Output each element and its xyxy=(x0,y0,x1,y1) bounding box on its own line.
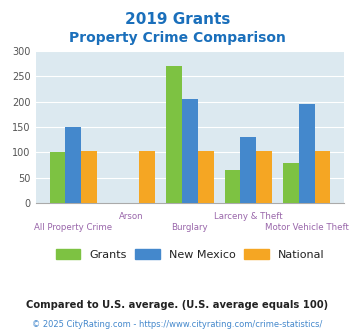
Text: Motor Vehicle Theft: Motor Vehicle Theft xyxy=(265,223,349,232)
Bar xyxy=(50,152,65,203)
Bar xyxy=(140,151,155,203)
Bar xyxy=(299,104,315,203)
Bar xyxy=(65,127,81,203)
Bar xyxy=(256,151,272,203)
Bar xyxy=(315,151,330,203)
Bar xyxy=(225,170,240,203)
Text: © 2025 CityRating.com - https://www.cityrating.com/crime-statistics/: © 2025 CityRating.com - https://www.city… xyxy=(32,320,323,329)
Text: 2019 Grants: 2019 Grants xyxy=(125,12,230,26)
Bar xyxy=(81,151,97,203)
Text: All Property Crime: All Property Crime xyxy=(34,223,112,232)
Bar xyxy=(182,99,198,203)
Text: Burglary: Burglary xyxy=(171,223,208,232)
Bar xyxy=(166,66,182,203)
Legend: Grants, New Mexico, National: Grants, New Mexico, National xyxy=(51,244,329,264)
Text: Compared to U.S. average. (U.S. average equals 100): Compared to U.S. average. (U.S. average … xyxy=(26,300,329,310)
Text: Property Crime Comparison: Property Crime Comparison xyxy=(69,31,286,45)
Text: Arson: Arson xyxy=(119,212,144,221)
Bar xyxy=(240,137,256,203)
Text: Larceny & Theft: Larceny & Theft xyxy=(214,212,283,221)
Bar xyxy=(283,163,299,203)
Bar xyxy=(198,151,214,203)
